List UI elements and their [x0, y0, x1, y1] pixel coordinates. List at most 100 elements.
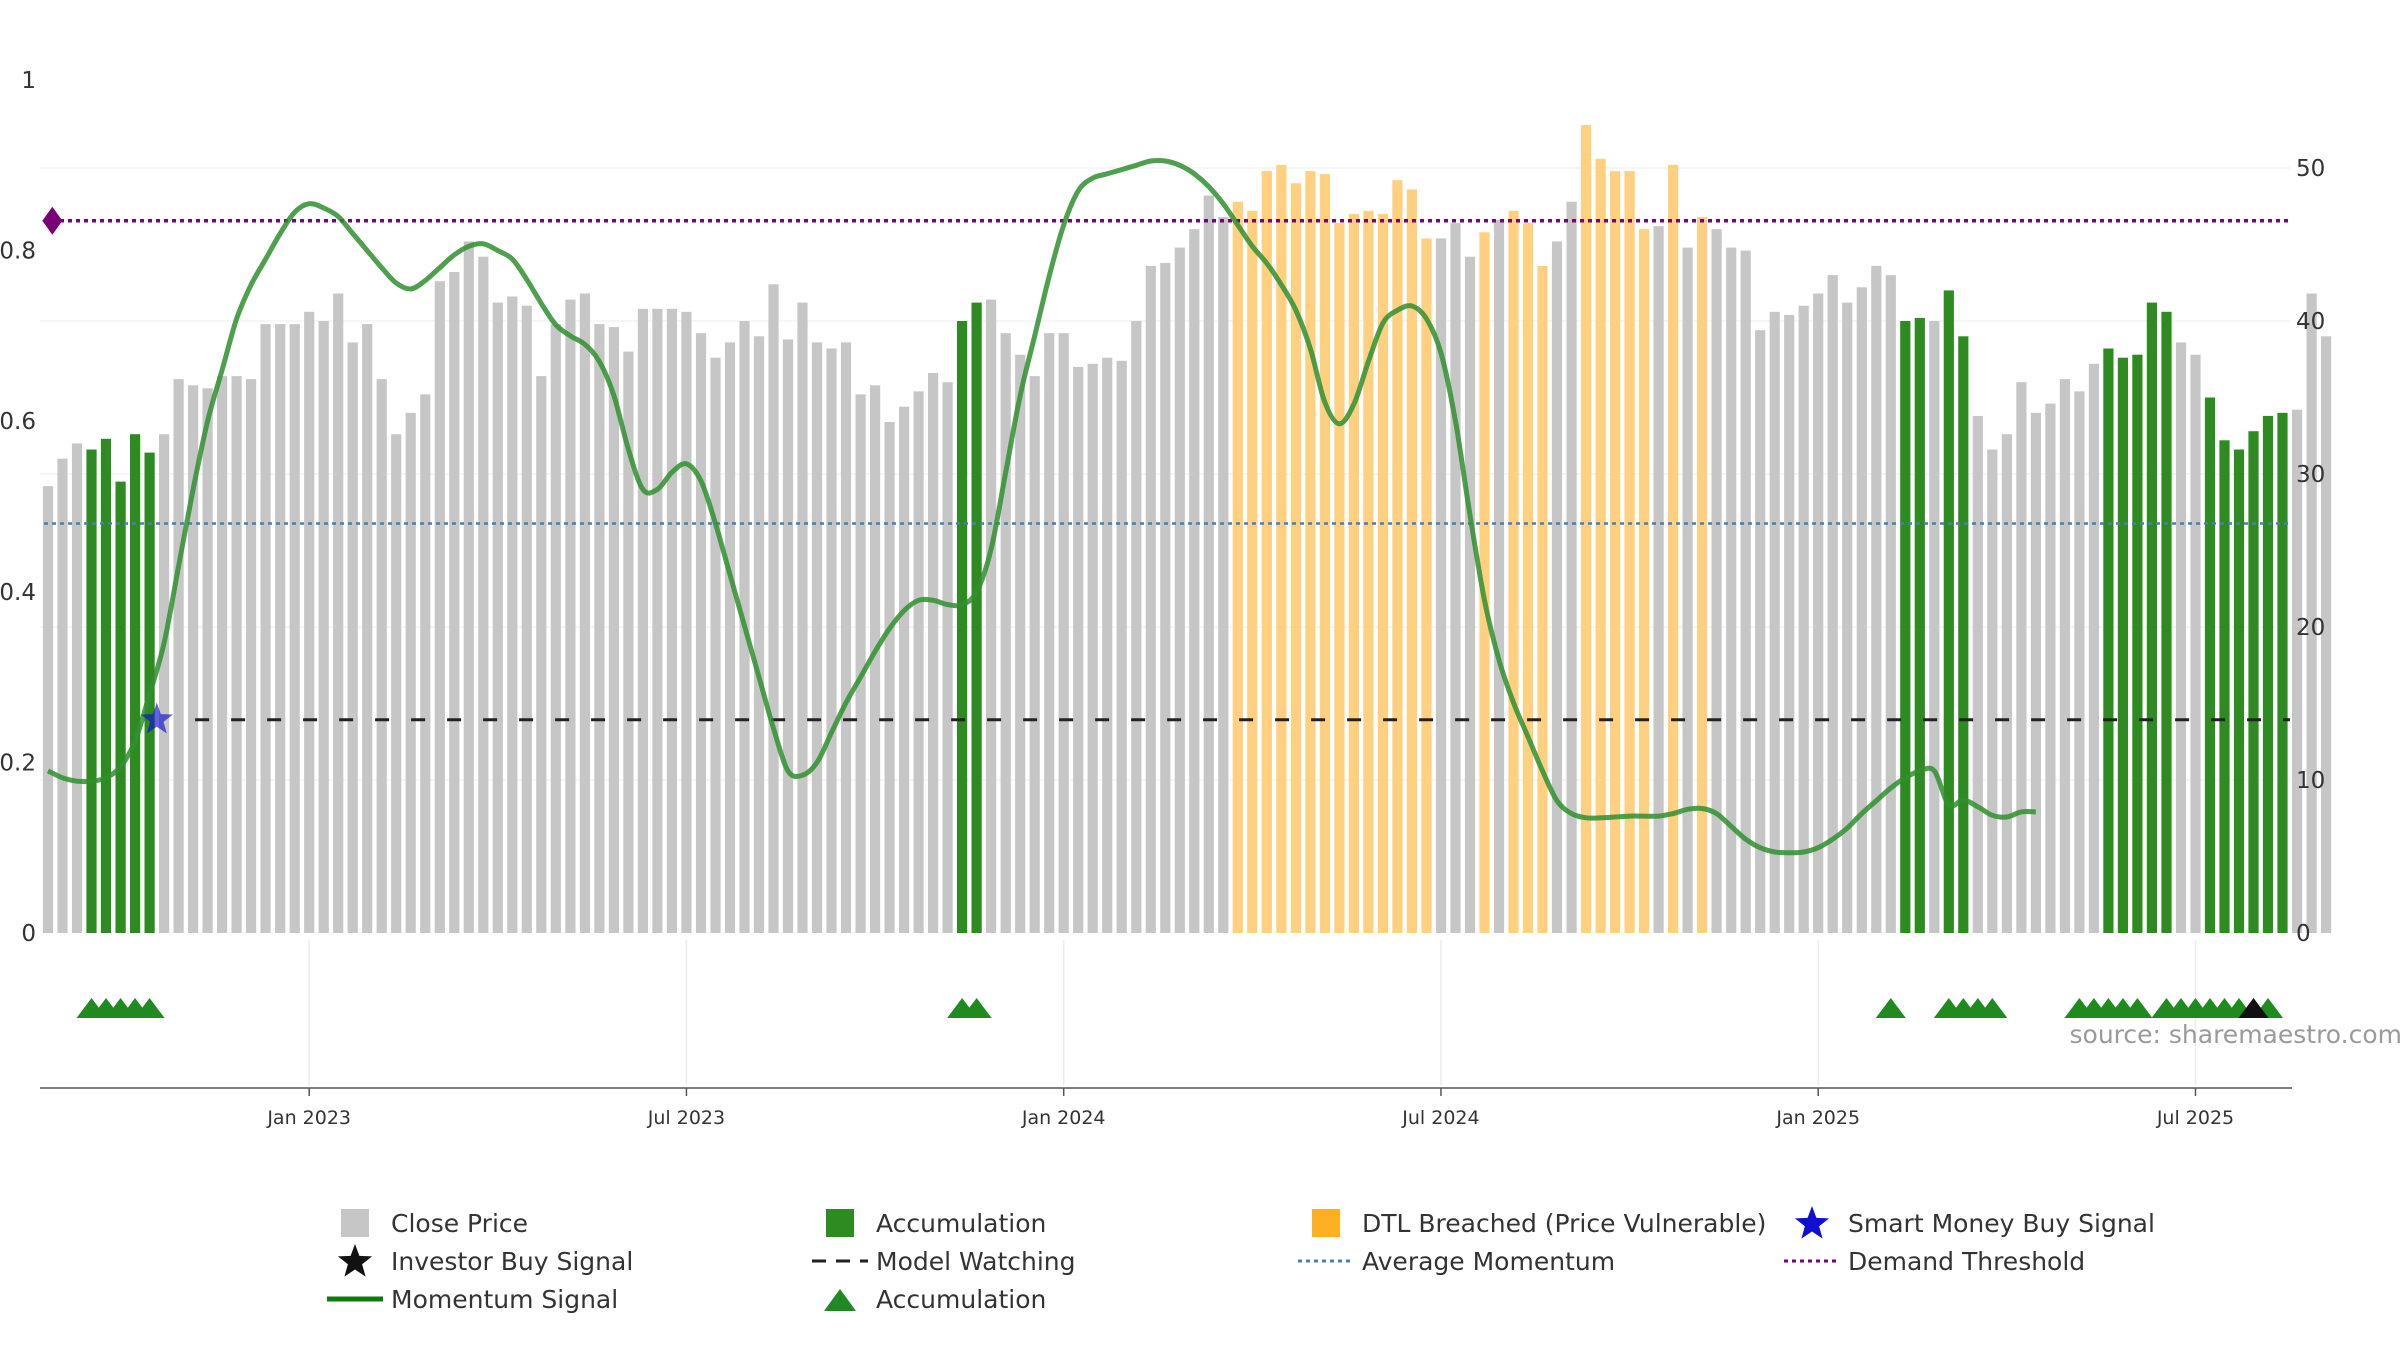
price-bar	[376, 379, 387, 934]
price-bar	[957, 321, 968, 933]
price-bar	[420, 394, 431, 933]
source-label: source: sharemaestro.com	[2070, 1020, 2400, 1049]
price-bar	[1232, 201, 1243, 933]
price-bar	[2277, 412, 2288, 933]
price-bar	[449, 272, 460, 933]
investor-signal-triangle-icon	[2238, 998, 2269, 1018]
price-bar	[1189, 229, 1200, 933]
price-bar	[971, 302, 982, 934]
y-right-tick-label: 40	[2296, 309, 2325, 335]
price-bar	[1363, 210, 1374, 934]
accumulation-triangle-icon	[961, 998, 992, 1018]
price-bars	[42, 125, 2332, 934]
price-bar	[71, 443, 83, 933]
y-left-tick-label: 0.2	[0, 750, 36, 776]
legend-item-accumulation-tri: Accumulation	[810, 1281, 1046, 1317]
price-bar	[260, 324, 271, 934]
price-bar	[855, 394, 866, 933]
accumulation-triangle-icon	[2122, 998, 2153, 1018]
legend-item-investor: Investor Buy Signal	[325, 1243, 633, 1279]
price-bar	[2103, 348, 2114, 933]
y-left-tick-label: 1	[21, 68, 36, 94]
price-bar	[1943, 290, 1954, 933]
price-bar	[492, 302, 503, 934]
legend-close-swatch	[341, 1209, 369, 1237]
price-bar	[289, 324, 300, 934]
price-bar	[1102, 357, 1113, 933]
y-right-tick-label: 50	[2296, 156, 2325, 182]
price-bar	[695, 333, 707, 933]
legend-label-close: Close Price	[391, 1208, 529, 1238]
price-bar	[57, 458, 68, 933]
price-bar	[1711, 229, 1722, 933]
price-bar	[899, 406, 910, 933]
price-bar	[1653, 226, 1664, 934]
price-bar	[2088, 363, 2099, 933]
price-bar	[724, 342, 736, 933]
price-bar	[2045, 403, 2056, 934]
price-bar	[333, 293, 344, 933]
price-bar	[2233, 449, 2245, 933]
price-bar	[1087, 363, 1098, 933]
price-bar	[130, 434, 141, 933]
price-bar	[1276, 164, 1287, 933]
price-bar	[173, 379, 184, 934]
price-bar	[1813, 293, 1824, 933]
x-tick-label: Jul 2023	[647, 1107, 725, 1129]
price-bar	[1334, 223, 1345, 934]
legend-item-smart-money: Smart Money Buy Signal	[1782, 1205, 2155, 1241]
legend-item-close: Close Price	[325, 1205, 528, 1241]
smart-money-star-icon	[140, 702, 173, 734]
price-bar	[1508, 210, 1519, 934]
x-tick-label: Jan 2024	[1021, 1107, 1106, 1129]
price-bar	[362, 324, 373, 934]
legend-star-icon	[1794, 1206, 1830, 1239]
price-bar	[463, 241, 474, 933]
price-bar	[1073, 366, 1084, 933]
price-bar	[1972, 415, 1983, 933]
legend-item-watching: Model Watching	[810, 1243, 1076, 1279]
price-bar	[1784, 314, 1795, 933]
price-bar	[2059, 379, 2070, 934]
price-bar	[2306, 293, 2317, 933]
accumulation-triangle-icon	[134, 998, 165, 1018]
price-bar	[1493, 220, 1505, 933]
price-bar	[681, 311, 692, 933]
price-bar	[304, 311, 315, 933]
legend-label-smart-money: Smart Money Buy Signal	[1848, 1208, 2155, 1238]
price-bar	[666, 308, 677, 933]
price-bar	[1218, 217, 1229, 933]
legend-label-demand: Demand Threshold	[1848, 1246, 2086, 1276]
legend-triangle-icon	[824, 1289, 856, 1311]
price-bar	[1145, 265, 1156, 933]
legend-label-average: Average Momentum	[1362, 1246, 1616, 1276]
legend-accumulation-swatch	[826, 1209, 854, 1237]
legend-label-accumulation-bar: Accumulation	[876, 1208, 1047, 1238]
y-left-tick-label: 0.8	[0, 239, 36, 265]
price-bar	[1131, 321, 1142, 933]
price-bar	[1261, 171, 1272, 934]
price-bar	[1624, 171, 1635, 934]
price-bar	[928, 373, 939, 933]
price-bar	[2074, 391, 2085, 933]
legend-item-average: Average Momentum	[1296, 1243, 1615, 1279]
price-bar	[594, 324, 605, 934]
price-bar	[1406, 189, 1417, 933]
price-bar	[347, 342, 358, 933]
price-bar	[942, 382, 953, 933]
y-right-tick-label: 10	[2296, 768, 2325, 794]
price-bar	[2292, 409, 2303, 933]
price-bar	[231, 376, 242, 934]
legend-dtl-swatch	[1312, 1209, 1340, 1237]
price-bar	[246, 379, 257, 934]
legend-label-accumulation-tri: Accumulation	[876, 1284, 1047, 1314]
price-bar	[1174, 247, 1185, 934]
price-bar	[1726, 247, 1737, 934]
price-bar	[1058, 333, 1069, 933]
price-bar	[275, 324, 286, 934]
price-bar	[1160, 262, 1171, 933]
price-bar	[913, 391, 924, 933]
legend-label-momentum: Momentum Signal	[391, 1284, 619, 1314]
x-tick-label: Jan 2025	[1775, 1107, 1860, 1129]
price-bar	[1029, 376, 1040, 934]
